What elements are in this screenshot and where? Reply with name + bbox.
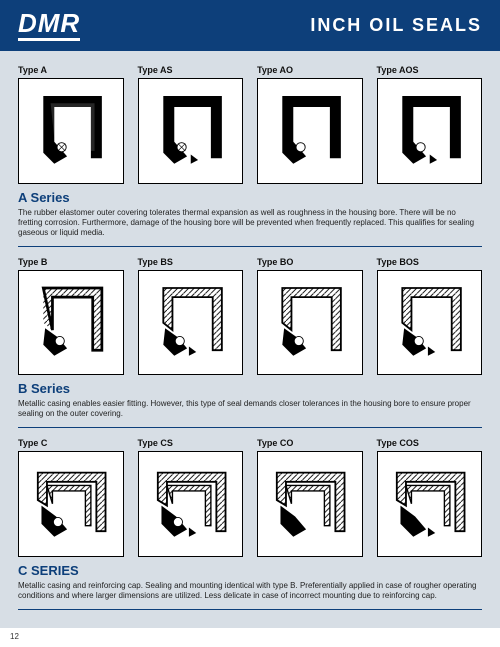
seal-icon — [384, 85, 476, 177]
type-label: Type CO — [257, 438, 363, 448]
seal-icon — [145, 277, 237, 369]
seal-icon — [25, 85, 117, 177]
series-title-b: B Series — [18, 381, 482, 396]
type-card-aos: Type AOS — [377, 65, 483, 184]
type-card-c: Type C — [18, 438, 124, 557]
seal-diagram-bo — [257, 270, 363, 376]
series-title-a: A Series — [18, 190, 482, 205]
seal-diagram-ao — [257, 78, 363, 184]
type-label: Type COS — [377, 438, 483, 448]
seal-diagram-a — [18, 78, 124, 184]
divider — [18, 246, 482, 247]
type-label: Type CS — [138, 438, 244, 448]
page-title: INCH OIL SEALS — [310, 15, 482, 36]
series-title-c: C SERIES — [18, 563, 482, 578]
seal-icon — [384, 277, 476, 369]
seal-icon — [264, 85, 356, 177]
seal-icon — [384, 458, 476, 550]
type-card-a: Type A — [18, 65, 124, 184]
type-card-co: Type CO — [257, 438, 363, 557]
type-label: Type B — [18, 257, 124, 267]
type-card-cs: Type CS — [138, 438, 244, 557]
logo: DMR — [18, 10, 80, 41]
type-label: Type BS — [138, 257, 244, 267]
seal-icon — [264, 458, 356, 550]
series-c: Type C Type CS — [18, 438, 482, 601]
type-row-c: Type C Type CS — [18, 438, 482, 557]
seal-diagram-bs — [138, 270, 244, 376]
page-number: 12 — [10, 632, 19, 641]
seal-icon — [25, 458, 117, 550]
seal-diagram-as — [138, 78, 244, 184]
type-card-bo: Type BO — [257, 257, 363, 376]
divider — [18, 427, 482, 428]
type-label: Type A — [18, 65, 124, 75]
page-header: DMR INCH OIL SEALS — [0, 0, 500, 51]
page-body: Type A Type AS — [0, 51, 500, 628]
series-a: Type A Type AS — [18, 65, 482, 238]
type-label: Type AO — [257, 65, 363, 75]
type-row-b: Type B Type BS — [18, 257, 482, 376]
type-card-bs: Type BS — [138, 257, 244, 376]
series-desc-a: The rubber elastomer outer covering tole… — [18, 208, 482, 238]
seal-diagram-cos — [377, 451, 483, 557]
seal-diagram-b — [18, 270, 124, 376]
seal-diagram-co — [257, 451, 363, 557]
series-desc-c: Metallic casing and reinforcing cap. Sea… — [18, 581, 482, 601]
type-card-b: Type B — [18, 257, 124, 376]
type-label: Type BOS — [377, 257, 483, 267]
seal-icon — [145, 458, 237, 550]
type-card-cos: Type COS — [377, 438, 483, 557]
seal-diagram-c — [18, 451, 124, 557]
seal-icon — [145, 85, 237, 177]
type-card-bos: Type BOS — [377, 257, 483, 376]
seal-icon — [25, 277, 117, 369]
seal-diagram-aos — [377, 78, 483, 184]
type-card-ao: Type AO — [257, 65, 363, 184]
type-label: Type C — [18, 438, 124, 448]
series-b: Type B Type BS — [18, 257, 482, 420]
type-label: Type AOS — [377, 65, 483, 75]
seal-diagram-cs — [138, 451, 244, 557]
seal-diagram-bos — [377, 270, 483, 376]
type-row-a: Type A Type AS — [18, 65, 482, 184]
type-card-as: Type AS — [138, 65, 244, 184]
type-label: Type AS — [138, 65, 244, 75]
divider — [18, 609, 482, 610]
series-desc-b: Metallic casing enables easier fitting. … — [18, 399, 482, 419]
type-label: Type BO — [257, 257, 363, 267]
seal-icon — [264, 277, 356, 369]
